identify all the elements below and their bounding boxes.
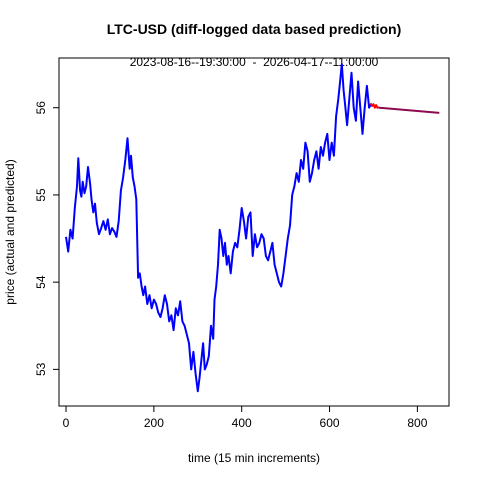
y-axis-label: price (actual and predicted) bbox=[3, 159, 17, 304]
x-axis-label: time (15 min increments) bbox=[188, 451, 320, 465]
series-line-2 bbox=[369, 102, 380, 109]
axis-ticks: 0 200 400 600 800 53 54 55 56 bbox=[34, 101, 428, 430]
series-line-3 bbox=[378, 106, 440, 114]
y-tick-label: 55 bbox=[34, 188, 48, 202]
x-tick-label: 800 bbox=[407, 416, 427, 430]
y-tick-label: 56 bbox=[34, 101, 48, 115]
series-lines bbox=[65, 63, 440, 393]
x-tick-label: 200 bbox=[144, 416, 164, 430]
y-tick-label: 53 bbox=[34, 362, 48, 376]
series-line-1 bbox=[65, 63, 373, 393]
y-tick-label: 54 bbox=[34, 275, 48, 289]
plot-frame bbox=[58, 57, 450, 407]
chart-title: LTC-USD (diff-logged data based predicti… bbox=[107, 21, 402, 37]
x-tick-label: 400 bbox=[232, 416, 252, 430]
x-tick-label: 0 bbox=[63, 416, 70, 430]
x-tick-label: 600 bbox=[320, 416, 340, 430]
